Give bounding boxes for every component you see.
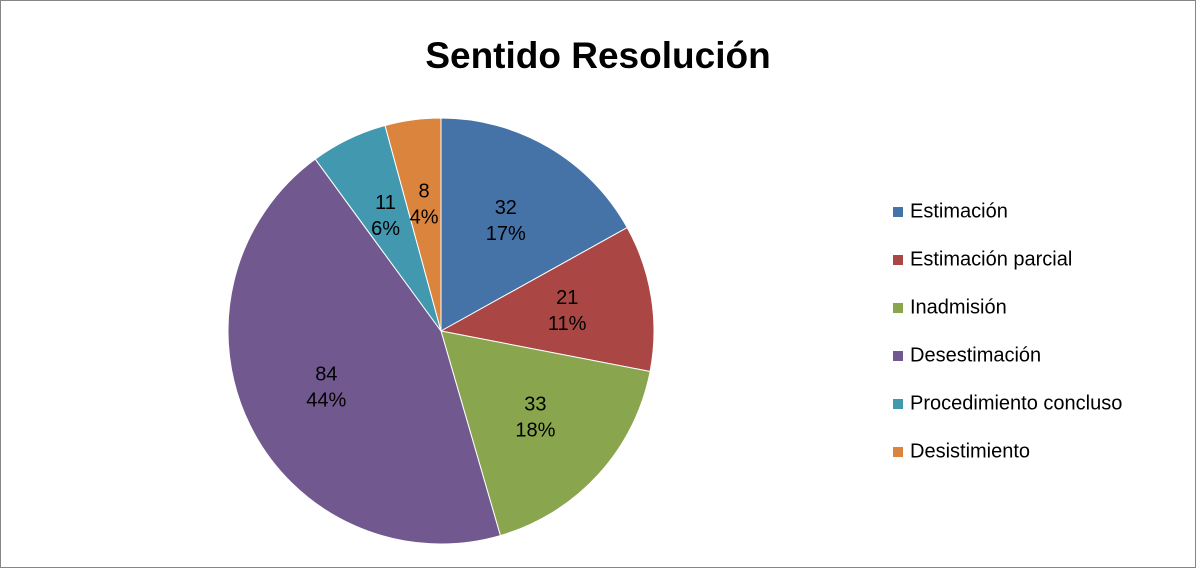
pie-slice: [227, 158, 502, 545]
legend-label: Procedimiento concluso: [910, 392, 1122, 414]
pie-slice: [440, 330, 651, 537]
data-label-value: 8: [418, 181, 429, 203]
data-label-percent: 18%: [515, 419, 555, 441]
data-label-value: 11: [375, 192, 396, 214]
legend-swatch: [893, 207, 903, 217]
legend-swatch: [893, 399, 903, 409]
data-label-percent: 44%: [306, 390, 346, 412]
data-label-value: 21: [556, 287, 578, 309]
data-label-value: 32: [495, 197, 517, 219]
pie-slice: [440, 117, 628, 332]
data-label-percent: 4%: [410, 207, 439, 229]
legend-swatch: [893, 351, 903, 361]
data-label-value: 84: [315, 364, 337, 386]
legend-swatch: [893, 447, 903, 457]
pie-slice: [384, 117, 442, 332]
legend-label: Desistimiento: [910, 440, 1030, 462]
pie-slice: [439, 226, 655, 373]
chart-title: Sentido Resolución: [425, 35, 770, 76]
data-label-percent: 11%: [548, 313, 587, 335]
data-label-percent: 17%: [486, 223, 526, 245]
data-label-percent: 6%: [371, 218, 400, 240]
legend-label: Inadmisión: [910, 296, 1007, 318]
legend-swatch: [893, 303, 903, 313]
legend-swatch: [893, 255, 903, 265]
data-label-value: 33: [524, 393, 546, 415]
legend-label: Estimación parcial: [910, 248, 1072, 270]
legend-label: Estimación: [910, 200, 1008, 222]
legend-label: Desestimación: [910, 344, 1041, 366]
